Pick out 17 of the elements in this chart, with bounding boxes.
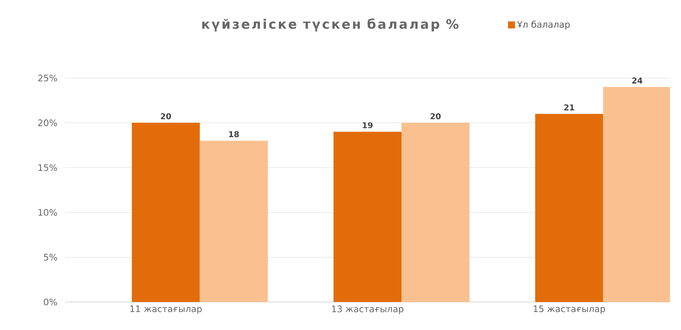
x-tick-label: 13 жастағылар bbox=[332, 306, 404, 314]
y-tick-label: 10% bbox=[38, 209, 58, 216]
bar bbox=[603, 86, 670, 302]
bar bbox=[200, 140, 268, 302]
y-tick-label: 25% bbox=[38, 74, 58, 82]
bar bbox=[402, 122, 470, 302]
legend-label: Ұл балалар bbox=[517, 20, 570, 30]
bar bbox=[334, 132, 402, 302]
y-tick-label: 15% bbox=[38, 164, 58, 171]
bar bbox=[132, 122, 200, 302]
x-tick-label: 15 жастағылар bbox=[534, 306, 606, 314]
x-tick-label: 11 жастағылар bbox=[130, 306, 202, 314]
chart-title: күйзеліске түскен балалар % bbox=[202, 18, 458, 32]
y-tick-label: 5% bbox=[44, 254, 58, 261]
y-tick-label: 0% bbox=[44, 298, 58, 306]
bar bbox=[535, 114, 604, 302]
y-tick-label: 20% bbox=[38, 119, 58, 126]
